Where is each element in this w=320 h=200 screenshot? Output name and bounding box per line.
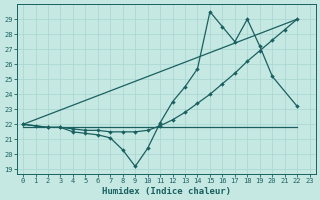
X-axis label: Humidex (Indice chaleur): Humidex (Indice chaleur) [102,187,231,196]
